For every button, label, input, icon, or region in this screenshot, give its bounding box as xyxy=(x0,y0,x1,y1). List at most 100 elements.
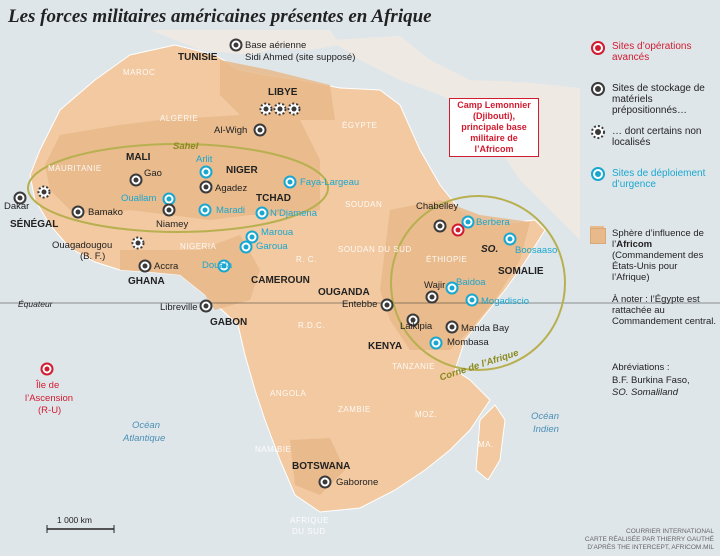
label-soudan-sud: SOUDAN DU SUD xyxy=(338,245,412,254)
label-ocean-ind-1: Océan xyxy=(531,411,559,422)
label-al-wigh: Al-Wigh xyxy=(214,125,248,136)
label-cameroun: CAMEROUN xyxy=(251,275,310,286)
label-baidoa: Baidoa xyxy=(456,277,486,288)
label-ascension-1: Île de xyxy=(36,380,60,391)
storage-site-marker xyxy=(380,298,394,312)
label-zambie: ZAMBIE xyxy=(338,405,371,414)
legend-sphere-note: À noter : l’Égypte est rattachée au Comm… xyxy=(612,294,717,327)
label-senegal: SÉNÉGAL xyxy=(10,219,59,230)
label-garoua: Garoua xyxy=(256,241,288,252)
label-gaborone: Gaborone xyxy=(336,477,379,488)
legend-sphere-swatch xyxy=(590,228,606,244)
label-equateur: Équateur xyxy=(18,299,53,309)
label-botswana: BOTSWANA xyxy=(292,461,351,472)
label-douala: Douala xyxy=(202,260,233,271)
label-mada: MA. xyxy=(478,440,494,449)
label-so: SO. xyxy=(481,244,499,255)
deploy-site-marker xyxy=(199,165,213,179)
ops-site-marker xyxy=(40,362,54,376)
label-mombasa: Mombasa xyxy=(447,337,489,348)
label-somalie: SOMALIE xyxy=(498,266,544,277)
storage-site-marker xyxy=(406,313,420,327)
label-nigeria: NIGERIA xyxy=(180,242,217,251)
label-rdc: R.D.C. xyxy=(298,321,325,330)
deploy-site-marker xyxy=(283,175,297,189)
label-maroua: Maroua xyxy=(261,227,294,238)
deploy-site-marker xyxy=(461,215,475,229)
label-egypte: ÉGYPTE xyxy=(342,121,378,130)
deploy-site-marker xyxy=(445,281,459,295)
label-algerie: ALGÉRIE xyxy=(160,114,199,123)
credit: COURRIER INTERNATIONAL CARTE RÉALISÉE PAR… xyxy=(584,528,714,551)
label-chabelley: Chabelley xyxy=(416,201,459,212)
label-ouallam: Ouallam xyxy=(121,193,157,204)
storage-site-marker xyxy=(129,173,143,187)
label-ouganda: OUGANDA xyxy=(318,287,370,298)
unlocated-site-marker xyxy=(259,102,273,116)
label-accra: Accra xyxy=(154,261,179,272)
label-sahel: Sahel xyxy=(173,141,199,152)
label-scale: 1 000 km xyxy=(57,515,92,525)
label-gabon: GABON xyxy=(210,317,248,328)
storage-site-marker xyxy=(162,203,176,217)
horn-ellipse xyxy=(390,195,566,371)
storage-site-marker xyxy=(425,290,439,304)
storage-site-marker xyxy=(229,38,243,52)
legend-deploy: Sites de déploiement d’urgence xyxy=(612,168,706,190)
label-boosaaso: Boosaaso xyxy=(515,245,558,256)
label-angola: ANGOLA xyxy=(270,389,307,398)
storage-site-marker xyxy=(13,191,27,205)
label-mauritanie: MAURITANIE xyxy=(48,164,102,173)
deploy-site-marker xyxy=(465,293,479,307)
label-niamey: Niamey xyxy=(156,219,189,230)
legend-abbr-title: Abréviations : xyxy=(612,362,670,373)
label-ocean-ind-2: Indien xyxy=(533,424,559,435)
label-mogadiscio: Mogadiscio xyxy=(481,296,530,307)
label-ethiopie: ÉTHIOPIE xyxy=(426,255,468,264)
west-central-countries xyxy=(120,235,260,310)
storage-site-marker xyxy=(71,205,85,219)
storage-site-marker xyxy=(445,320,459,334)
sahel-ellipse xyxy=(27,143,329,233)
madagascar-land xyxy=(475,404,506,481)
label-mozambique: MOZ. xyxy=(415,410,437,419)
storage-site-marker xyxy=(253,123,267,137)
label-ocean-atl-1: Océan xyxy=(132,420,160,431)
legend-ops: Sites d’opérations avancés xyxy=(612,41,692,63)
storage-site-marker xyxy=(433,219,447,233)
label-mali: MALI xyxy=(126,152,151,163)
deploy-site-marker xyxy=(503,232,517,246)
legend-unlocated: … dont certains non localisés xyxy=(612,126,702,148)
north-countries xyxy=(220,60,335,120)
legend-storage: Sites de stockage de matériels prépositi… xyxy=(612,83,705,116)
legend-abbr-so: SO. Somaliland xyxy=(612,387,679,398)
label-tchad: TCHAD xyxy=(256,193,291,204)
label-ocean-atl-2: Atlantique xyxy=(123,433,166,444)
label-arlit: Arlit xyxy=(196,154,213,165)
label-soudan: SOUDAN xyxy=(345,200,383,209)
legend-sphere: Sphère d’influence de l’Africom (Command… xyxy=(612,228,704,283)
label-tunisie: TUNISIE xyxy=(178,52,218,63)
unlocated-site-marker xyxy=(273,102,287,116)
label-agadez: Agadez xyxy=(215,183,248,194)
label-gao: Gao xyxy=(144,168,162,179)
label-niger: NIGER xyxy=(226,165,258,176)
label-base-tn-2: Sidi Ahmed (site supposé) xyxy=(245,52,356,63)
unlocated-site-marker xyxy=(131,236,145,250)
label-ghana: GHANA xyxy=(128,276,165,287)
label-tanzanie: TANZANIE xyxy=(392,362,435,371)
label-ouaga-1: Ouagadougou xyxy=(52,240,113,251)
unlocated-site-marker xyxy=(37,185,51,199)
label-maradi: Maradi xyxy=(216,205,246,216)
camp-lemonnier-callout: Camp Lemonnier (Djibouti), principale ba… xyxy=(449,98,539,157)
label-wajir: Wajir xyxy=(424,280,446,291)
label-bamako: Bamako xyxy=(88,207,123,218)
label-ascension-2: l’Ascension xyxy=(25,393,74,404)
label-kenya: KENYA xyxy=(368,341,403,352)
sahel-countries xyxy=(45,115,320,220)
label-faya: Faya-Largeau xyxy=(300,177,360,188)
deploy-site-marker xyxy=(429,336,443,350)
legend-abbr-bf: B.F. Burkina Faso, xyxy=(612,375,690,386)
map-title: Les forces militaires américaines présen… xyxy=(8,6,432,27)
label-berbera: Berbera xyxy=(476,217,510,228)
